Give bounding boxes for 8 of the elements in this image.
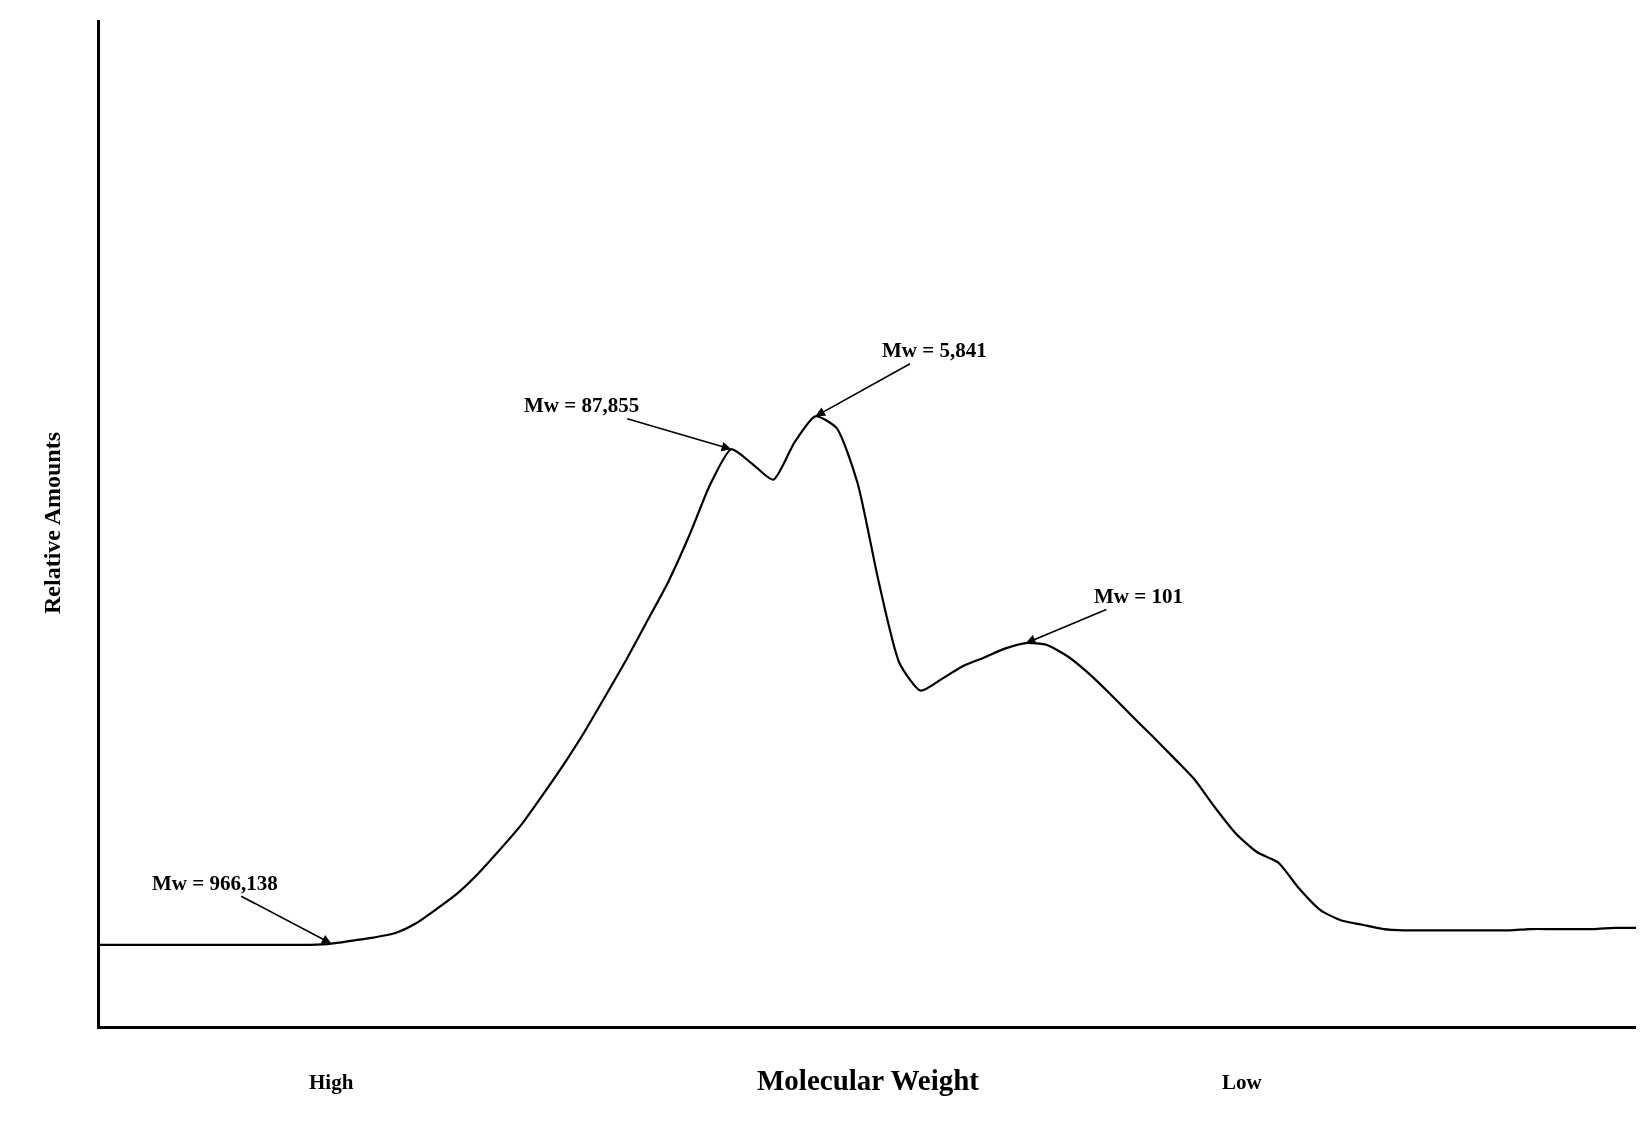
text: Low: [1222, 1070, 1263, 1094]
text: High: [309, 1070, 354, 1094]
text: Mw = 5,841: [882, 338, 987, 362]
annotation: Mw = 101: [1094, 584, 1183, 608]
y-axis-title: Relative Amounts: [39, 432, 66, 614]
annotation: Mw = 966,138: [152, 871, 278, 895]
x-axis-title: Molecular Weight: [756, 1063, 980, 1096]
annotation: Mw = 87,855: [524, 393, 640, 417]
